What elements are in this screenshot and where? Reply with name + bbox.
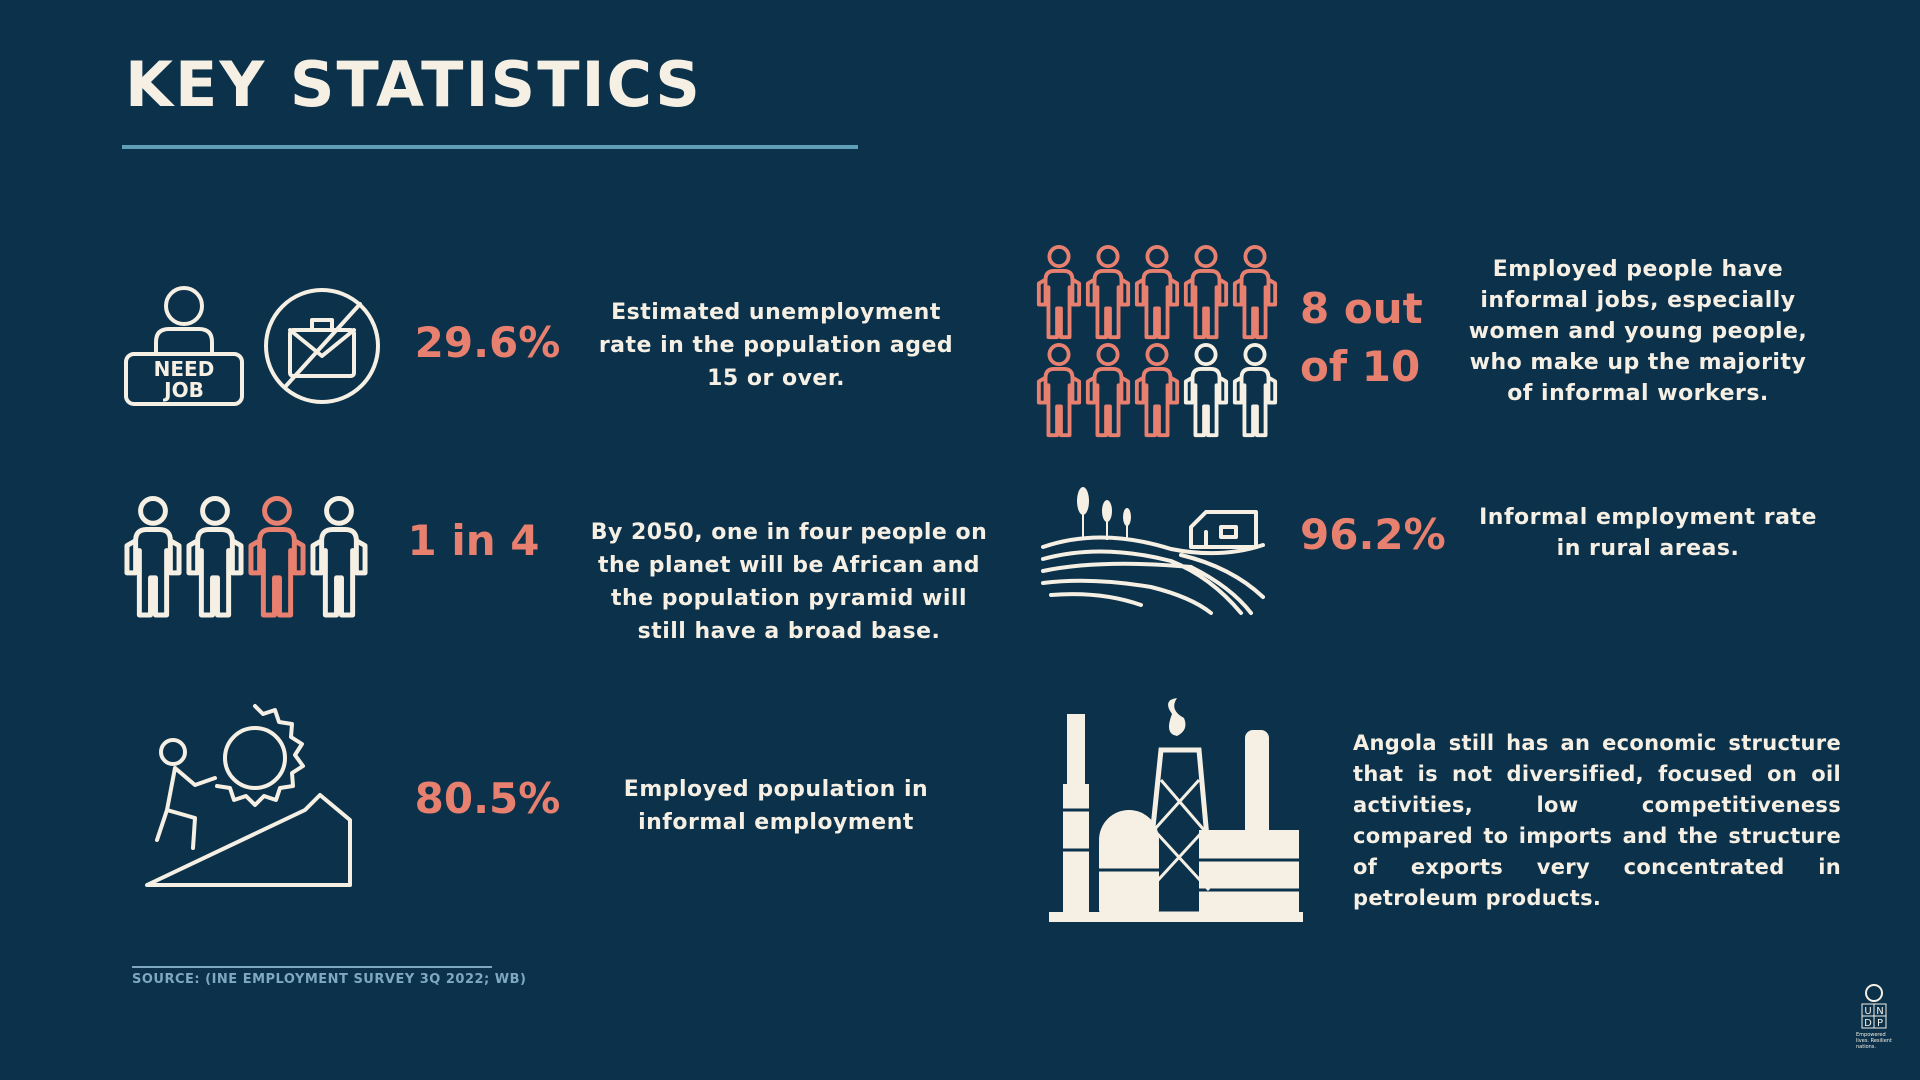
economy-note: Angola still has an economic structure t… [1353, 731, 1841, 910]
oil-refinery-icon [1049, 698, 1303, 922]
logo-letter: N [1876, 1006, 1883, 1017]
sign-text: NEED [154, 357, 215, 381]
unemployment-icon: NEED JOB [124, 286, 380, 406]
sign-text: JOB [162, 378, 204, 402]
stat-value: 1 in 4 [407, 516, 540, 565]
effort-icon [145, 704, 352, 887]
stat-value: 8 out of 10 [1300, 284, 1423, 391]
stat-value: 80.5% [414, 774, 561, 823]
informal-workers-icon [1036, 245, 1278, 438]
stat-description: Estimated unemployment rate in the popul… [598, 300, 954, 391]
logo-letter: D [1864, 1018, 1872, 1029]
stat-description: Employed population in informal employme… [623, 777, 929, 835]
undp-logo: U N D P Empowered lives. Resilient natio… [1856, 984, 1892, 1050]
logo-letter: P [1877, 1018, 1883, 1029]
stat-description: By 2050, one in four people on the plane… [590, 520, 988, 644]
rural-icon [1041, 487, 1265, 615]
stat-value: 96.2% [1300, 510, 1446, 559]
logo-tagline: Empowered lives. Resilient nations. [1856, 1032, 1892, 1050]
stat-description: Employed people have informal jobs, espe… [1468, 257, 1808, 406]
source: SOURCE: (INE EMPLOYMENT SURVEY 3Q 2022; … [132, 972, 527, 987]
logo-letter: U [1864, 1006, 1871, 1017]
title-rule [122, 145, 858, 149]
source-rule [132, 966, 492, 968]
stat-value: 29.6% [414, 318, 561, 367]
population-icon [122, 496, 374, 620]
stat-description: Informal employment rate in rural areas. [1479, 505, 1817, 561]
title: KEY STATISTICS [125, 48, 702, 121]
